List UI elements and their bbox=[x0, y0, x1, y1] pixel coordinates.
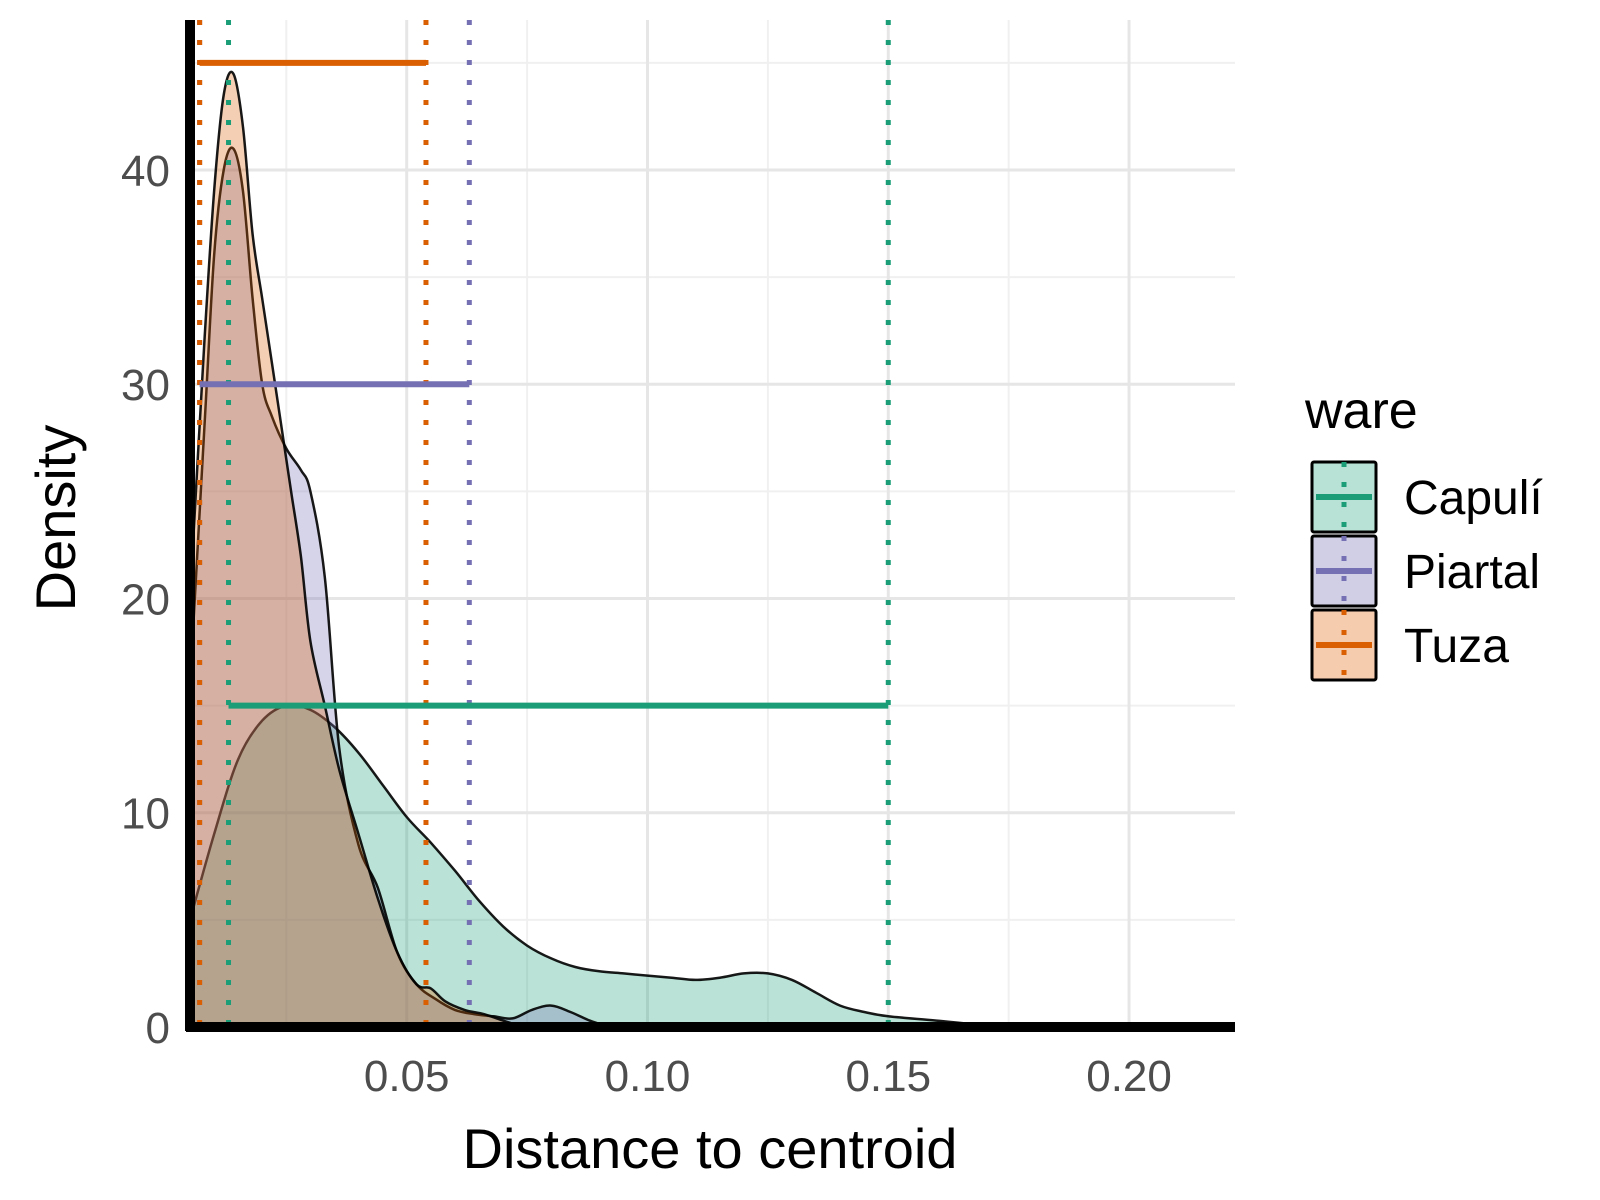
range-lines bbox=[199, 59, 889, 709]
axes bbox=[185, 20, 1235, 1032]
legend-label-tuza: Tuza bbox=[1404, 620, 1509, 673]
density-areas bbox=[188, 70, 1178, 1029]
x-tick-label: 0.15 bbox=[845, 1052, 931, 1101]
y-tick-label: 20 bbox=[121, 575, 170, 624]
legend-label-capul: Capulí bbox=[1404, 472, 1543, 525]
legend-item-tuza: Tuza bbox=[1310, 608, 1509, 682]
legend-title: ware bbox=[1304, 382, 1418, 440]
legend-label-piartal: Piartal bbox=[1404, 546, 1540, 599]
density-area-piartal bbox=[190, 147, 609, 1027]
density-outline-capul bbox=[188, 703, 1178, 1029]
legend-item-piartal: Piartal bbox=[1310, 534, 1540, 608]
x-tick-label: 0.05 bbox=[364, 1052, 450, 1101]
density-outline-piartal bbox=[188, 146, 610, 1029]
legend: ware Capulí Piartal Tuza bbox=[1304, 382, 1543, 682]
x-axis-title: Distance to centroid bbox=[463, 1117, 958, 1180]
legend-item-capul: Capulí bbox=[1310, 460, 1543, 534]
x-tick-label: 0.10 bbox=[605, 1052, 691, 1101]
reference-lines bbox=[197, 20, 891, 1027]
y-tick-label: 0 bbox=[146, 1004, 170, 1053]
y-tick-label: 40 bbox=[121, 147, 170, 196]
density-area-tuza bbox=[190, 71, 523, 1028]
y-axis-title: Density bbox=[24, 425, 87, 612]
y-tick-label: 30 bbox=[121, 361, 170, 410]
y-tick-label: 10 bbox=[121, 790, 170, 839]
x-tick-label: 0.20 bbox=[1086, 1052, 1172, 1101]
density-outline-tuza bbox=[188, 70, 523, 1029]
density-area-capul bbox=[190, 705, 1178, 1027]
tick-labels: 0.05 0.10 0.15 0.20 0 10 20 30 40 bbox=[121, 147, 1172, 1101]
